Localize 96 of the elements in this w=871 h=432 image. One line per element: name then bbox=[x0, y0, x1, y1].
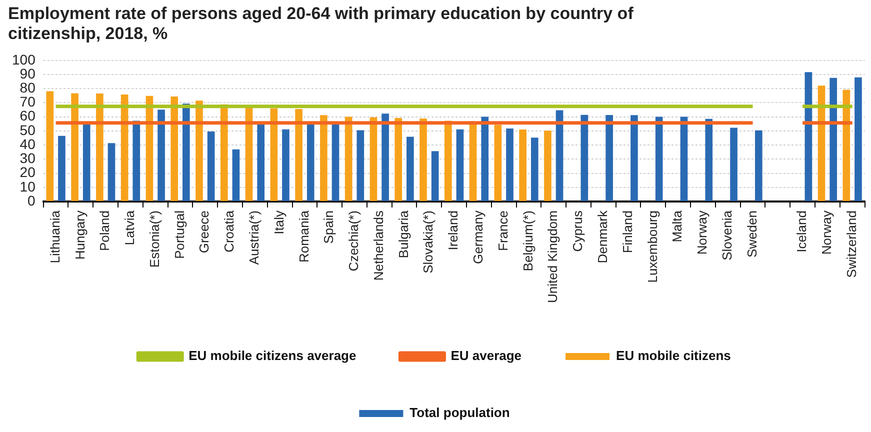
y-tick-label: 90 bbox=[20, 65, 36, 82]
bar bbox=[270, 108, 278, 201]
bar bbox=[71, 93, 78, 201]
x-tick-label: Lithuania bbox=[47, 210, 62, 264]
bar bbox=[232, 149, 240, 201]
bar bbox=[506, 128, 514, 201]
bar bbox=[705, 118, 713, 201]
bar bbox=[82, 123, 90, 201]
bar bbox=[108, 143, 116, 201]
x-tick-label: Netherlands bbox=[370, 210, 386, 281]
y-tick-label: 40 bbox=[20, 136, 36, 152]
x-tick-label: United Kingdom bbox=[545, 210, 560, 303]
bar bbox=[556, 110, 564, 201]
x-tick-label: Austria(*) bbox=[246, 210, 262, 265]
x-tick-label: Switzerland bbox=[844, 210, 859, 278]
x-tick-label: Greece bbox=[196, 210, 212, 254]
x-tick-label: Bulgaria bbox=[396, 210, 411, 258]
bar bbox=[170, 96, 178, 201]
x-tick-label: Ireland bbox=[446, 210, 461, 250]
bar bbox=[606, 115, 613, 201]
x-tick-label: Poland bbox=[97, 210, 112, 251]
bar bbox=[370, 117, 378, 201]
x-tick-label: Slovakia(*) bbox=[420, 210, 436, 274]
bar bbox=[394, 118, 402, 201]
bar bbox=[207, 132, 215, 201]
x-tick-label: Luxembourg bbox=[644, 210, 660, 283]
bar bbox=[530, 138, 538, 201]
y-tick-label: 20 bbox=[20, 164, 36, 180]
x-tick-label: Iceland bbox=[794, 210, 810, 252]
x-tick-label: Germany bbox=[470, 210, 486, 264]
bar bbox=[544, 130, 552, 201]
bar bbox=[842, 90, 850, 201]
y-tick-label: 0 bbox=[28, 192, 36, 208]
y-tick-label: 50 bbox=[20, 122, 36, 138]
bar bbox=[196, 100, 203, 201]
x-tick-label: Norway bbox=[818, 210, 834, 255]
bar bbox=[158, 110, 165, 201]
x-tick-label: Czechia(*) bbox=[346, 210, 362, 272]
legend-label: EU mobile citizens bbox=[616, 348, 731, 364]
x-tick-label: Slovenia bbox=[719, 210, 734, 260]
y-tick-label: 100 bbox=[12, 51, 36, 68]
bar bbox=[680, 116, 688, 201]
y-tick-label: 60 bbox=[20, 108, 36, 124]
bar bbox=[630, 115, 638, 201]
bar bbox=[730, 128, 738, 201]
x-tick-label: Spain bbox=[321, 210, 336, 244]
bar bbox=[830, 78, 837, 201]
bar bbox=[804, 72, 812, 201]
bar bbox=[46, 91, 54, 201]
bar bbox=[320, 115, 328, 201]
bar bbox=[382, 114, 389, 201]
bar bbox=[96, 94, 104, 201]
bar bbox=[282, 129, 290, 201]
x-tick-label: Malta bbox=[670, 210, 685, 242]
x-tick-label: Portugal bbox=[172, 210, 187, 259]
bar bbox=[332, 124, 340, 201]
y-tick-label: 30 bbox=[20, 150, 36, 166]
bar bbox=[754, 130, 762, 201]
bar bbox=[406, 136, 414, 201]
bar bbox=[58, 136, 66, 201]
bar bbox=[456, 129, 464, 201]
x-tick-label: Finland bbox=[620, 210, 635, 254]
x-tick-label: Latvia bbox=[122, 210, 138, 246]
x-tick-label: Sweden bbox=[744, 210, 760, 258]
x-tick-label: Romania bbox=[296, 210, 312, 263]
bar bbox=[182, 104, 190, 201]
bar bbox=[431, 151, 439, 201]
bar bbox=[257, 123, 265, 201]
bar bbox=[580, 114, 588, 201]
bar bbox=[655, 116, 663, 201]
x-tick-label: Italy bbox=[271, 210, 286, 234]
bar bbox=[344, 116, 352, 201]
bar bbox=[420, 118, 427, 201]
x-tick-label: Norway bbox=[694, 210, 710, 255]
bar bbox=[481, 116, 489, 201]
x-tick-label: Hungary bbox=[72, 210, 88, 260]
x-tick-label: Croatia bbox=[222, 210, 237, 252]
x-tick-label: Estonia(*) bbox=[146, 210, 162, 268]
legend-label: EU mobile citizens average bbox=[188, 348, 356, 364]
y-tick-label: 70 bbox=[20, 94, 36, 110]
x-tick-label: Denmark bbox=[594, 210, 610, 264]
x-tick-label: Cyprus bbox=[570, 210, 586, 252]
legend-label: Total population bbox=[410, 405, 510, 420]
bar bbox=[519, 130, 526, 201]
y-tick-label: 80 bbox=[20, 79, 36, 96]
x-tick-label: France bbox=[495, 210, 510, 251]
chart-title: Employment rate of persons aged 20-64 with primary education by country of citizenship, 2018, % bbox=[7, 3, 634, 44]
bar bbox=[356, 130, 364, 201]
bar bbox=[306, 124, 314, 201]
bar bbox=[295, 108, 302, 201]
bar bbox=[494, 124, 502, 201]
bar bbox=[854, 77, 862, 201]
bar bbox=[818, 86, 826, 201]
legend-label: EU average bbox=[450, 348, 522, 364]
x-tick-label: Belgium(*) bbox=[520, 210, 536, 272]
y-tick-label: 10 bbox=[20, 178, 36, 194]
